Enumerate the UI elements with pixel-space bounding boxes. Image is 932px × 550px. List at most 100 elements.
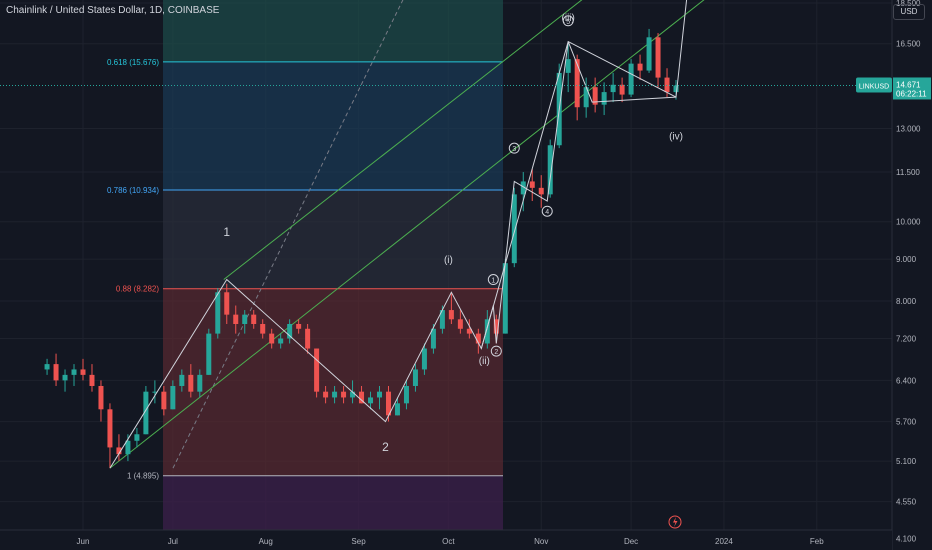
candle-body (628, 63, 634, 95)
price-tick-label: 5.100 (896, 457, 917, 466)
current-price-bg (893, 77, 931, 100)
lightning-glyph (673, 517, 678, 527)
circled-wave-number: 1 (491, 278, 495, 285)
candle-body (233, 314, 239, 325)
candle-body (278, 338, 284, 344)
candle-body (412, 369, 418, 386)
candle-body (350, 391, 356, 398)
wave-circle (508, 142, 520, 154)
time-tick-label: Dec (624, 537, 638, 546)
candle-body (394, 403, 400, 416)
candle-body (430, 328, 436, 349)
candle-body (134, 434, 140, 441)
candle-body (44, 364, 50, 370)
candle-body (251, 314, 257, 325)
candle-body (224, 292, 230, 315)
candle-body (215, 292, 221, 334)
candle-body (359, 391, 365, 404)
candle-body (341, 391, 347, 398)
currency-button[interactable]: USD (893, 4, 925, 20)
candle-body (206, 333, 212, 375)
price-tick-label: 7.200 (896, 335, 917, 344)
wave-label: (iii) (562, 13, 575, 24)
price-tick-label: 8.000 (896, 297, 917, 306)
candle-body (547, 145, 553, 195)
candle-body (332, 391, 338, 398)
wave-label: (ii) (479, 356, 490, 367)
time-axis[interactable]: Jun Jul Aug Sep Oct Nov Dec 2024 Feb (0, 529, 892, 550)
bar-countdown: 06:22:11 (896, 89, 927, 98)
time-tick-label: Feb (810, 537, 824, 546)
price-tick-label: 9.000 (896, 255, 917, 264)
circled-wave-number: 3 (512, 146, 516, 153)
fib-trend-line (172, 0, 404, 469)
candle-body (403, 385, 409, 404)
wave-circle (487, 274, 499, 286)
channel[interactable] (109, 0, 874, 469)
candle-body (592, 87, 598, 105)
wave-label: 2 (382, 440, 389, 454)
fib-zone (163, 0, 503, 62)
price-tick-label: 10.000 (896, 218, 921, 227)
candle-body (457, 319, 463, 329)
candles (44, 28, 679, 469)
candle-body (179, 374, 185, 386)
lightning-icon[interactable] (668, 515, 682, 529)
candle-body (242, 314, 248, 325)
price-tick-label: 11.500 (896, 168, 920, 177)
candle-body (305, 328, 311, 349)
circled-wave-label: 2 (490, 345, 502, 357)
fib-level-label: 1 (4.895) (127, 472, 159, 481)
candle-body (529, 181, 535, 188)
candle-body (269, 333, 275, 344)
fib-zone (163, 189, 503, 289)
candle-body (385, 391, 391, 416)
candle-body (637, 63, 643, 71)
current-price-value: 14.671 (896, 80, 921, 89)
candle-body (673, 85, 679, 93)
channel-upper-line (223, 0, 583, 280)
time-tick-label: Oct (442, 537, 455, 546)
symbol-tag-bg (856, 77, 892, 93)
wave-label: (iv) (669, 132, 683, 143)
fib-level-label: 0.786 (10.934) (107, 186, 159, 195)
fib-level-label: 0.618 (15.676) (107, 58, 159, 67)
fib-zone (163, 475, 503, 530)
candle-body (197, 374, 203, 392)
fib-zone (163, 61, 503, 190)
chart-title: Chainlink / United States Dollar, 1D, CO… (6, 5, 220, 16)
candle-body (377, 391, 383, 398)
candle-body (520, 181, 526, 195)
circled-wave-label: 1 (487, 274, 499, 286)
candle-body (89, 374, 95, 386)
wave-circle (541, 205, 553, 217)
candle-body (646, 37, 652, 71)
price-tick-label: 6.400 (896, 376, 917, 385)
candle-body (574, 59, 580, 108)
candle-body (170, 385, 176, 410)
candle-body (161, 391, 167, 410)
wave-path (109, 0, 688, 469)
price-tick-label: 13.000 (896, 124, 921, 133)
time-tick-label: Jun (77, 537, 90, 546)
circled-wave-number: 2 (494, 349, 498, 356)
price-tick-label: 5.700 (896, 418, 917, 427)
candle-body (71, 369, 77, 375)
symbol-tag: LINKUSD (856, 77, 892, 93)
candle-body (107, 409, 113, 448)
fib-retracement[interactable]: 0 (33.117)0.236 (26.457)0.382 (22.336)0.… (107, 0, 503, 530)
candle-body (62, 374, 68, 381)
candle-body (502, 263, 508, 334)
circled-wave-number: 4 (545, 209, 549, 216)
price-tick-label: 4.100 (896, 535, 917, 544)
candle-body (610, 84, 616, 93)
wave-label: (i) (444, 255, 453, 266)
wave-circle (562, 15, 574, 27)
time-axis-bg (0, 530, 892, 550)
candle-body (188, 374, 194, 392)
elliott-wave[interactable]: 12(i)(ii)(iii)(iv)(v)34512345 (109, 0, 844, 469)
price-tick-label: 4.550 (896, 498, 917, 507)
candle-body (439, 310, 445, 329)
candle-body (538, 187, 544, 195)
